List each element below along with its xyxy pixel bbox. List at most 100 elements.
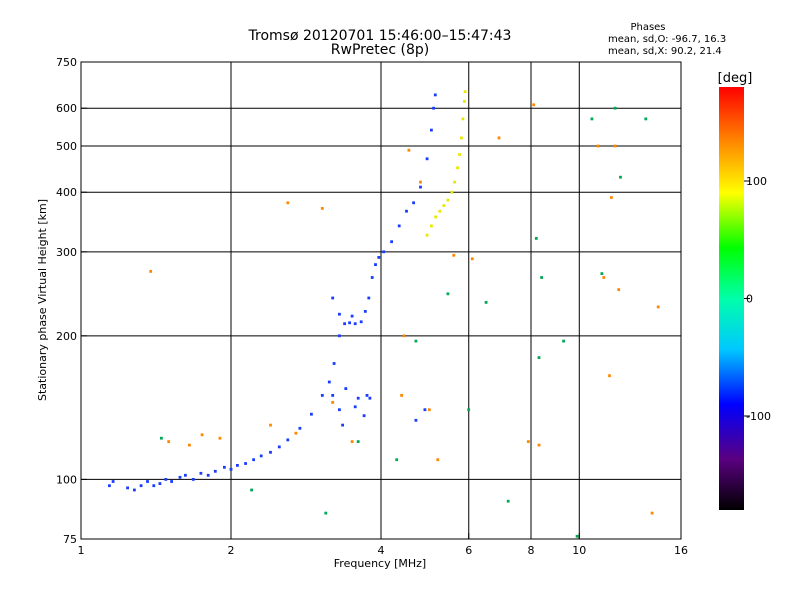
- data-point: [359, 320, 363, 324]
- data-point: [236, 464, 239, 467]
- data-point: [537, 356, 541, 359]
- data-point: [446, 198, 450, 202]
- data-point: [497, 136, 501, 140]
- y-axis-label: Stationary phase Virtual Height [km]: [36, 199, 49, 401]
- data-point: [382, 250, 386, 254]
- data-point: [184, 473, 187, 477]
- x-tick-label: 10: [572, 544, 586, 557]
- data-point: [178, 475, 182, 479]
- data-point: [461, 117, 465, 121]
- data-point: [526, 440, 530, 443]
- data-point: [442, 204, 446, 207]
- data-point: [331, 296, 335, 300]
- data-point: [453, 180, 456, 184]
- data-point: [170, 480, 173, 483]
- colorbar-tick-label: 0: [746, 293, 753, 306]
- data-point: [458, 153, 461, 156]
- grid-lines: [81, 62, 681, 539]
- data-point: [432, 106, 435, 110]
- data-point: [108, 484, 111, 488]
- y-tick-label: 100: [56, 473, 77, 486]
- chart-subtitle: RwPretec (8p): [331, 42, 429, 58]
- data-point: [259, 454, 263, 458]
- phase-stats-x: mean, sd,X: 90.2, 21.4: [608, 46, 722, 57]
- data-point: [463, 90, 467, 93]
- data-point: [126, 486, 129, 490]
- data-point: [158, 482, 162, 485]
- data-point: [331, 394, 335, 397]
- data-point: [405, 209, 408, 213]
- data-point: [452, 253, 456, 257]
- data-point: [188, 443, 191, 447]
- data-point: [370, 276, 374, 279]
- data-point: [320, 394, 324, 397]
- data-point: [206, 473, 210, 477]
- data-point: [218, 436, 222, 440]
- x-tick-label: 2: [228, 544, 235, 557]
- data-point: [433, 93, 437, 97]
- data-point: [446, 292, 450, 296]
- data-point: [656, 305, 660, 309]
- data-point: [332, 362, 336, 365]
- data-point: [600, 272, 604, 275]
- y-tick-label: 500: [56, 140, 77, 153]
- data-point: [111, 480, 115, 483]
- colorbar-label: [deg]: [718, 71, 753, 86]
- y-tick-label: 200: [56, 330, 77, 343]
- data-point: [368, 396, 372, 400]
- data-point: [619, 175, 622, 179]
- data-point: [365, 394, 369, 397]
- data-point: [213, 469, 217, 473]
- data-point: [484, 301, 488, 304]
- data-point: [338, 312, 341, 316]
- data-point: [250, 488, 253, 492]
- data-point: [425, 157, 429, 161]
- data-point: [199, 471, 203, 475]
- data-point: [575, 534, 579, 538]
- data-point: [534, 237, 538, 240]
- data-point: [286, 438, 290, 442]
- data-point: [395, 458, 399, 462]
- data-point: [590, 117, 594, 121]
- x-tick-label: 8: [528, 544, 535, 557]
- data-point: [400, 394, 403, 397]
- x-axis-ticks: 1 2 4 6 8 10 16: [78, 533, 688, 557]
- data-point: [298, 426, 302, 430]
- x-tick-label: 1: [78, 544, 85, 557]
- data-point: [164, 478, 168, 481]
- data-point: [540, 276, 543, 279]
- data-point: [438, 209, 442, 213]
- data-point: [419, 185, 422, 189]
- data-point: [562, 339, 565, 343]
- data-point: [610, 196, 613, 199]
- data-point: [436, 458, 440, 462]
- data-point: [343, 322, 346, 326]
- data-point: [324, 511, 328, 515]
- data-point: [338, 334, 341, 338]
- x-tick-label: 4: [378, 544, 385, 557]
- plot-frame: [80, 61, 682, 540]
- data-point: [320, 207, 324, 210]
- data-point: [608, 374, 611, 378]
- data-point: [423, 408, 427, 412]
- colorbar: [719, 87, 744, 510]
- x-axis-label: Frequency [MHz]: [334, 557, 426, 570]
- data-point: [356, 440, 360, 443]
- data-point: [152, 484, 156, 488]
- data-point: [450, 190, 454, 194]
- data-point: [294, 431, 298, 435]
- data-point: [229, 467, 233, 471]
- chart-title: Tromsø 20120701 15:46:00–15:47:43: [248, 28, 512, 44]
- data-point: [425, 233, 429, 237]
- data-point: [430, 224, 433, 228]
- data-point: [341, 423, 344, 427]
- x-tick-label: 16: [674, 544, 688, 557]
- data-point: [434, 215, 438, 219]
- data-point: [252, 458, 255, 462]
- data-point: [463, 100, 466, 103]
- data-point: [149, 270, 153, 273]
- data-point: [402, 334, 406, 338]
- data-point: [467, 408, 471, 412]
- phase-stats-o: mean, sd,O: -96.7, 16.3: [608, 34, 726, 45]
- data-point: [532, 103, 536, 107]
